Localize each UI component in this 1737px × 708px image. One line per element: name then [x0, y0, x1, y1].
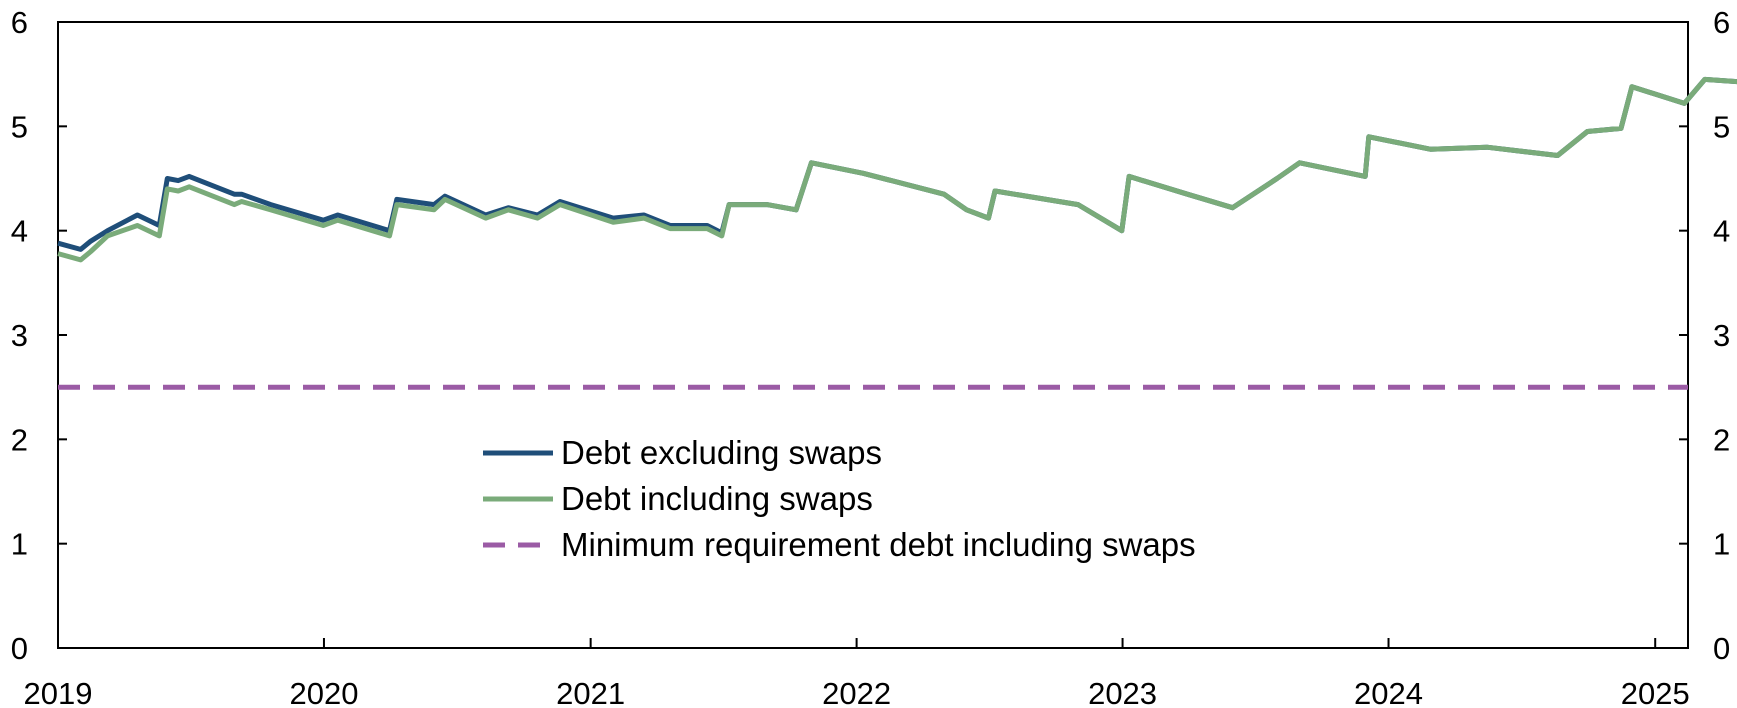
y-tick-label-left: 4	[11, 214, 28, 249]
x-tick-label: 2020	[289, 676, 358, 708]
y-tick-label-right: 0	[1713, 631, 1730, 666]
legend-label-1: Debt excluding swaps	[561, 434, 882, 471]
y-tick-label-right: 2	[1713, 422, 1730, 457]
y-tick-label-right: 6	[1713, 5, 1730, 40]
legend-label-3: Minimum requirement debt including swaps	[561, 526, 1196, 563]
y-tick-label-right: 5	[1713, 109, 1730, 144]
y-tick-label-left: 5	[11, 109, 28, 144]
x-tick-label: 2021	[556, 676, 625, 708]
y-tick-label-right: 1	[1713, 527, 1730, 562]
x-tick-label: 2019	[24, 676, 93, 708]
y-tick-label-left: 6	[11, 5, 28, 40]
x-tick-label: 2025	[1621, 676, 1690, 708]
legend-label-2: Debt including swaps	[561, 480, 873, 517]
x-tick-label: 2023	[1088, 676, 1157, 708]
y-tick-label-right: 3	[1713, 318, 1730, 353]
y-tick-label-left: 3	[11, 318, 28, 353]
x-tick-label: 2022	[822, 676, 891, 708]
y-tick-label-left: 0	[11, 631, 28, 666]
y-tick-label-right: 4	[1713, 214, 1730, 249]
y-tick-label-left: 1	[11, 527, 28, 562]
x-tick-label: 2024	[1354, 676, 1423, 708]
y-tick-label-left: 2	[11, 422, 28, 457]
